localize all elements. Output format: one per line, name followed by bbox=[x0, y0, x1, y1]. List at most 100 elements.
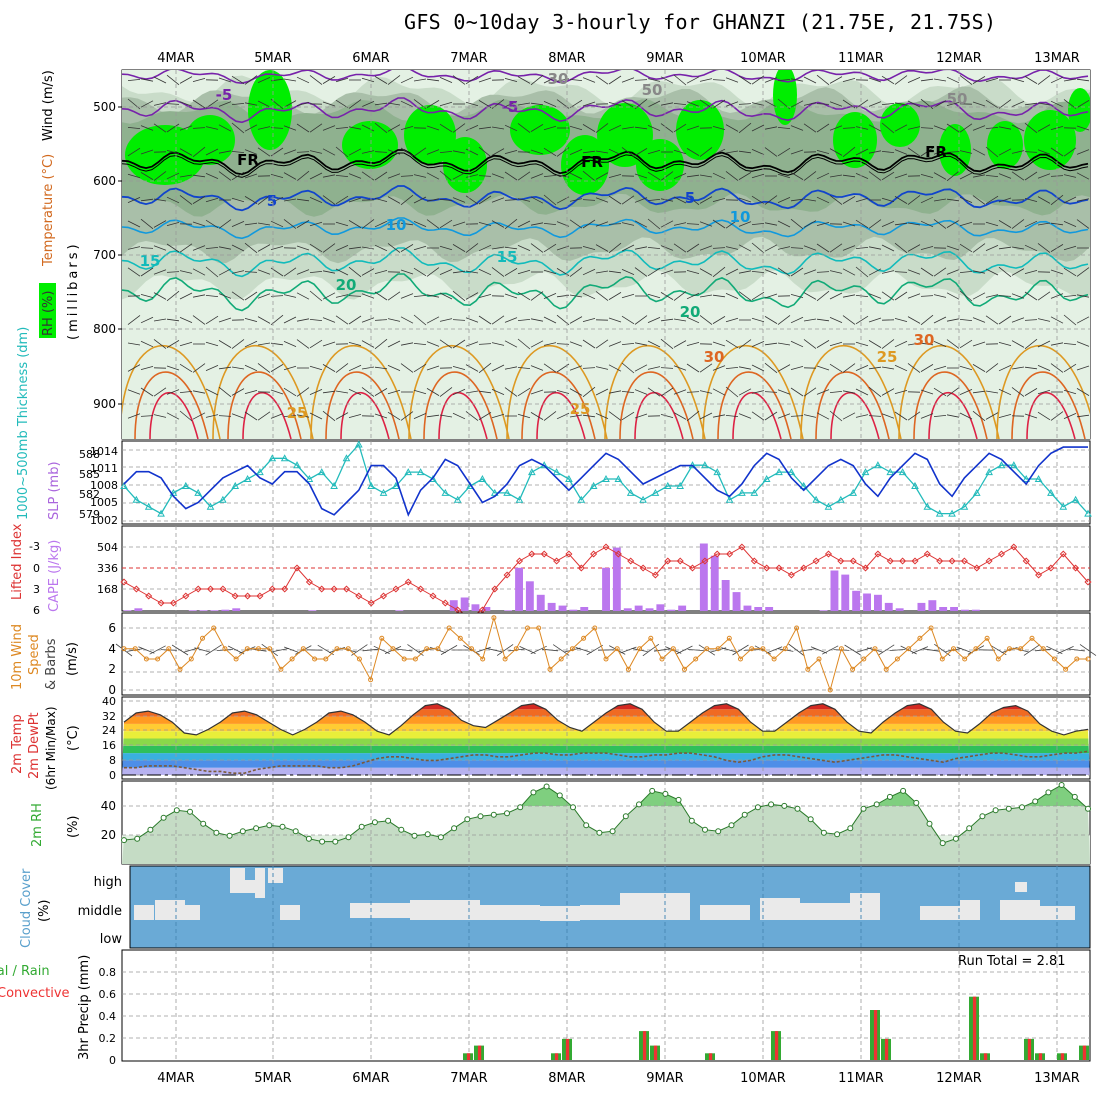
wind-barb bbox=[686, 223, 700, 225]
lifted-point bbox=[268, 585, 276, 593]
wind-barb bbox=[946, 198, 960, 202]
rh-high-blob bbox=[561, 135, 609, 195]
rh-point bbox=[1032, 798, 1039, 805]
wind-barb bbox=[413, 343, 427, 345]
wind-speed-point bbox=[782, 646, 788, 652]
contour-label: 5 bbox=[685, 189, 695, 207]
contour-freezing-2 bbox=[122, 152, 1089, 178]
wind-barb bbox=[687, 649, 704, 651]
wind-barb bbox=[699, 147, 713, 157]
wind-barb bbox=[660, 318, 674, 322]
wind-barb bbox=[634, 173, 648, 179]
thickness-point bbox=[898, 468, 907, 476]
cloud-block bbox=[540, 906, 580, 921]
rh-point bbox=[279, 823, 286, 830]
wind-barb bbox=[504, 218, 518, 230]
lifted-point bbox=[318, 585, 326, 593]
wind-barb bbox=[218, 171, 232, 181]
wind-barb bbox=[1063, 174, 1077, 178]
wind-barb bbox=[686, 391, 700, 393]
wind-barb bbox=[387, 389, 401, 395]
wind-barb bbox=[998, 342, 1012, 346]
wind-barb bbox=[166, 271, 180, 273]
rh-point bbox=[702, 826, 708, 833]
temp-band bbox=[122, 731, 1090, 739]
wind-speed-point bbox=[233, 656, 239, 662]
wind-barb bbox=[621, 147, 635, 157]
wind-barb bbox=[582, 318, 596, 322]
wind-barb bbox=[491, 197, 505, 203]
wind-speed-point bbox=[502, 656, 508, 662]
wind-barb bbox=[192, 245, 206, 251]
contour-30 bbox=[521, 371, 596, 439]
wind-barb bbox=[283, 294, 297, 298]
lifted-point bbox=[837, 557, 845, 565]
wind-barb bbox=[985, 245, 999, 251]
wind-speed-point bbox=[794, 625, 800, 631]
wind-barb bbox=[673, 412, 687, 420]
wind-barb bbox=[465, 101, 479, 107]
wind-barb bbox=[998, 220, 1012, 228]
precip-conv-bar bbox=[884, 1038, 889, 1060]
wind-barb bbox=[429, 646, 446, 654]
rh-point bbox=[319, 838, 326, 845]
wind-barb bbox=[543, 316, 557, 324]
wind-barb bbox=[426, 219, 440, 229]
wind-barb bbox=[829, 292, 843, 300]
top-date-label: 6MAR bbox=[352, 51, 389, 66]
wind-barb bbox=[686, 101, 700, 107]
cape-bar bbox=[721, 580, 730, 611]
wind-barb bbox=[257, 222, 271, 226]
wind-barb bbox=[985, 175, 999, 177]
wind-barb bbox=[712, 341, 726, 347]
wind-barb bbox=[881, 244, 895, 252]
wind-barb bbox=[504, 246, 518, 250]
cloud-block bbox=[230, 868, 245, 893]
wind-barb bbox=[698, 644, 716, 656]
wind-barb bbox=[595, 221, 609, 227]
wind-barb bbox=[192, 412, 206, 420]
wind-barb bbox=[153, 318, 167, 322]
precip-conv-bar bbox=[1038, 1053, 1043, 1060]
wind-barb bbox=[179, 341, 193, 347]
wind-barb bbox=[907, 126, 921, 130]
wind-barb bbox=[686, 363, 700, 373]
wind-barb bbox=[192, 268, 206, 276]
wind-barb bbox=[959, 412, 973, 420]
wind-barb bbox=[985, 221, 999, 227]
wind-barb bbox=[920, 364, 934, 372]
wind-barb bbox=[426, 365, 440, 371]
wind-barb bbox=[218, 150, 232, 154]
wind-barb bbox=[1024, 413, 1038, 419]
contour-30 bbox=[913, 371, 988, 439]
wind-barb bbox=[660, 367, 674, 369]
wind-barb bbox=[1063, 147, 1077, 157]
wind-barb bbox=[452, 244, 466, 252]
wind-barb bbox=[647, 387, 661, 397]
wind-barb bbox=[829, 341, 843, 347]
wind-barb bbox=[127, 127, 141, 129]
wind-barb bbox=[179, 391, 193, 393]
wind-barb bbox=[634, 246, 648, 250]
wind-barb bbox=[660, 245, 674, 251]
wind-barb bbox=[166, 340, 180, 348]
wind-barb bbox=[764, 362, 778, 374]
wind-barb bbox=[491, 126, 505, 130]
wind-barb bbox=[387, 411, 401, 421]
wind-barb bbox=[361, 124, 375, 132]
wind-barb bbox=[998, 197, 1012, 203]
contour-35 bbox=[1026, 391, 1076, 439]
wind-barb bbox=[283, 267, 297, 277]
wind-barb bbox=[218, 415, 232, 417]
wind-barb bbox=[673, 291, 687, 301]
wind-barb bbox=[335, 315, 349, 325]
wind-barb bbox=[283, 341, 297, 347]
wind-barb bbox=[166, 365, 180, 371]
wind-barb bbox=[413, 314, 427, 326]
wind-barb bbox=[881, 103, 895, 105]
wind-barb bbox=[426, 198, 440, 202]
wind-barb bbox=[231, 103, 245, 105]
wind-barb bbox=[582, 414, 596, 418]
rh-point bbox=[662, 790, 669, 797]
